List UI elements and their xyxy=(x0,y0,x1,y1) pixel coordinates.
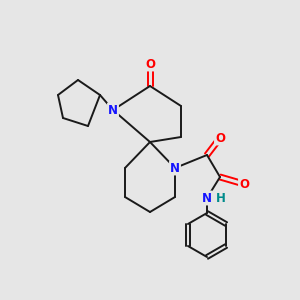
Text: O: O xyxy=(145,58,155,70)
Text: N: N xyxy=(108,103,118,116)
Text: N: N xyxy=(202,191,212,205)
Text: O: O xyxy=(215,131,225,145)
Text: O: O xyxy=(239,178,249,190)
Text: N: N xyxy=(170,161,180,175)
Text: H: H xyxy=(216,191,226,205)
